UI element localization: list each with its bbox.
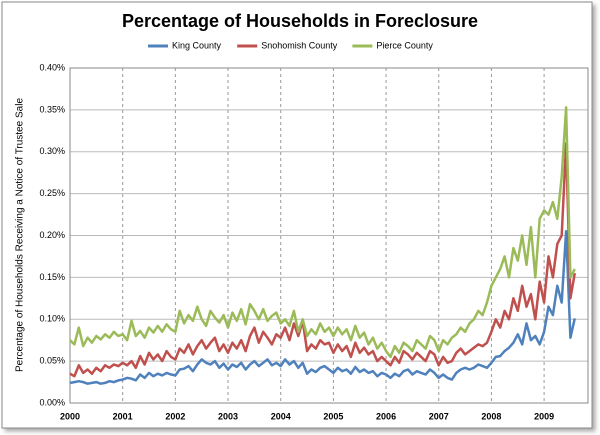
x-tick-label: 2007 bbox=[429, 411, 449, 421]
series-line bbox=[69, 142, 577, 378]
y-tick-label: 0.00% bbox=[39, 397, 65, 407]
chart-title: Percentage of Households in Foreclosure bbox=[122, 11, 478, 31]
x-tick-label: 2004 bbox=[271, 411, 291, 421]
x-tick-label: 2009 bbox=[534, 411, 554, 421]
y-tick-label: 0.05% bbox=[39, 356, 65, 366]
series-line bbox=[69, 106, 576, 359]
y-tick-label: 0.25% bbox=[39, 188, 65, 198]
x-tick-label: 2000 bbox=[60, 411, 80, 421]
chart-frame bbox=[1, 1, 593, 429]
y-tick-label: 0.40% bbox=[39, 62, 65, 72]
x-tick-label: 2008 bbox=[481, 411, 501, 421]
x-tick-label: 2001 bbox=[113, 411, 133, 421]
series-line bbox=[69, 230, 577, 385]
y-tick-label: 0.20% bbox=[39, 230, 65, 240]
legend-label: King County bbox=[172, 40, 222, 50]
x-tick-label: 2005 bbox=[323, 411, 343, 421]
y-tick-label: 0.10% bbox=[39, 314, 65, 324]
y-axis-label: Percentage of Households Receiving a Not… bbox=[15, 98, 26, 372]
y-tick-label: 0.15% bbox=[39, 272, 65, 282]
legend-label: Pierce County bbox=[376, 40, 433, 50]
x-tick-label: 2006 bbox=[376, 411, 396, 421]
x-tick-label: 2003 bbox=[218, 411, 238, 421]
legend-label: Snohomish County bbox=[261, 40, 338, 50]
y-tick-label: 0.30% bbox=[39, 146, 65, 156]
plot-border bbox=[69, 67, 589, 404]
x-tick-label: 2002 bbox=[165, 411, 185, 421]
y-tick-label: 0.35% bbox=[39, 104, 65, 114]
